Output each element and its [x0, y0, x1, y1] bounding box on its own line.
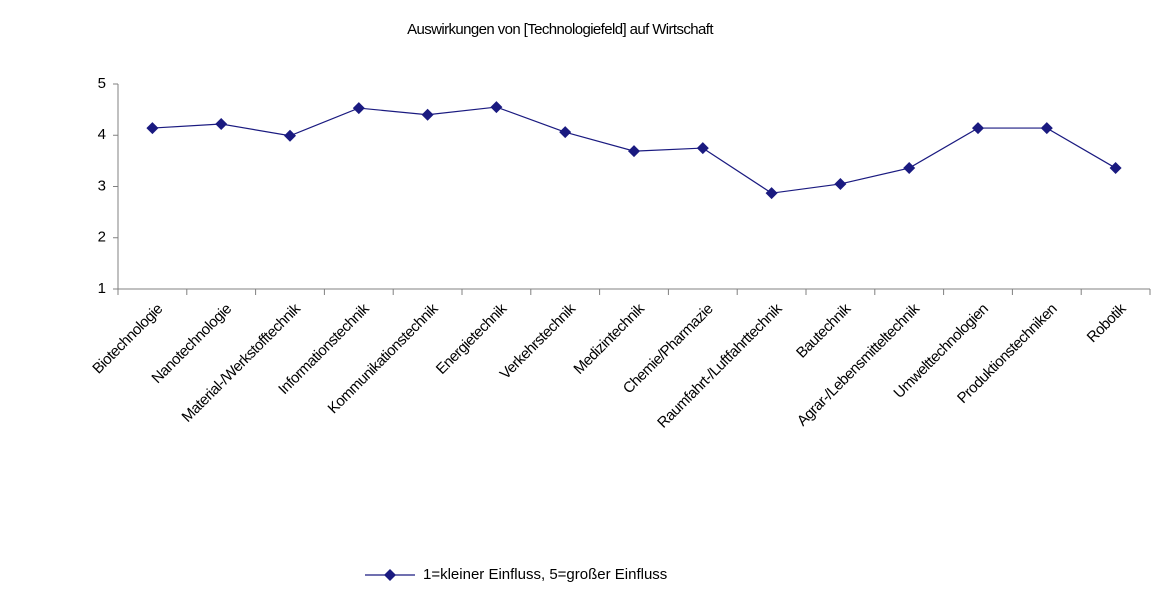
x-tick-label: Robotik — [1084, 300, 1130, 346]
point — [765, 187, 778, 200]
point — [490, 101, 503, 114]
point — [215, 117, 228, 130]
point — [352, 102, 365, 115]
y-tick-label: 1 — [98, 280, 106, 297]
point — [1109, 162, 1122, 175]
x-tick-label: Energietechnik — [433, 300, 511, 378]
y-tick-label: 4 — [98, 126, 106, 143]
point — [1040, 122, 1053, 135]
point — [284, 129, 296, 142]
point — [628, 145, 640, 158]
x-tick-label: Medizintechnik — [570, 300, 648, 378]
point — [834, 177, 847, 190]
point — [421, 108, 434, 121]
x-tick-label: Bautechnik — [793, 300, 855, 362]
x-tick-label: Biotechnologie — [89, 301, 166, 378]
point — [146, 122, 159, 135]
y-tick-label: 3 — [98, 177, 106, 194]
point — [903, 162, 916, 175]
legend-label: 1=kleiner Einfluss, 5=großer Einfluss — [423, 566, 667, 583]
point — [696, 142, 709, 155]
point — [972, 122, 984, 135]
point — [559, 126, 572, 139]
x-tick-label: Material-/Werkstofftechnik — [179, 300, 305, 426]
x-tick-label: Raumfahrt-/Luftfahrttechnik — [654, 300, 786, 432]
x-tick-label: Agrar-/Lebensmitteltechnik — [794, 300, 924, 430]
y-tick-label: 5 — [98, 75, 106, 92]
chart-title: Auswirkungen von [Technologiefeld] auf W… — [407, 21, 714, 38]
legend-marker — [384, 569, 396, 581]
y-tick-label: 2 — [98, 229, 106, 246]
